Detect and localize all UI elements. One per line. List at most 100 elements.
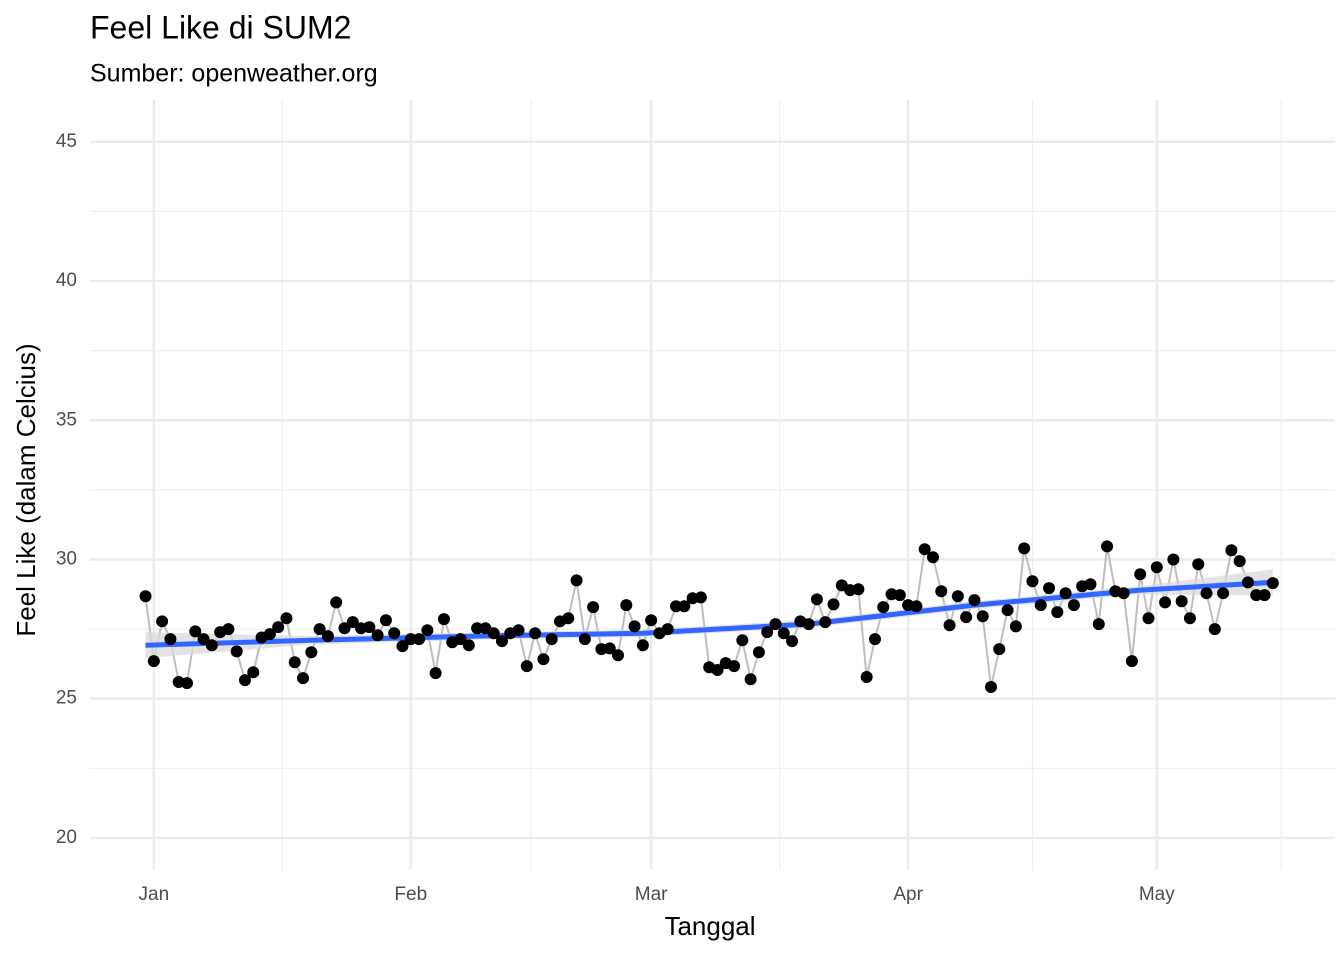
point <box>1208 623 1221 636</box>
point <box>1043 582 1056 595</box>
point <box>338 622 351 635</box>
point <box>1250 589 1263 602</box>
point <box>752 646 765 659</box>
point <box>694 591 707 604</box>
point <box>1266 577 1279 590</box>
point <box>612 649 625 662</box>
point <box>272 621 285 634</box>
x-tick-label: Jan <box>139 884 170 905</box>
point <box>1233 555 1246 568</box>
x-tick-label: Apr <box>893 884 923 905</box>
point <box>1150 561 1163 574</box>
point <box>1192 558 1205 571</box>
point <box>993 643 1006 656</box>
point <box>968 594 981 607</box>
point <box>645 614 658 627</box>
point <box>744 673 757 686</box>
point <box>247 666 260 679</box>
point <box>1225 544 1238 557</box>
point <box>1034 599 1047 612</box>
point <box>421 624 434 637</box>
point <box>288 656 301 669</box>
point <box>1200 587 1213 600</box>
point <box>363 621 376 634</box>
point <box>819 616 832 629</box>
point <box>454 633 467 646</box>
point <box>321 630 334 643</box>
point <box>1001 604 1014 617</box>
point <box>346 616 359 629</box>
point <box>976 610 989 623</box>
point <box>1217 587 1230 600</box>
point <box>404 633 417 646</box>
point <box>678 600 691 613</box>
point <box>918 543 931 556</box>
point <box>578 633 591 646</box>
point <box>893 589 906 602</box>
point <box>661 623 674 636</box>
point <box>495 635 508 648</box>
point <box>736 634 749 647</box>
point <box>396 640 409 653</box>
y-tick-label: 30 <box>56 549 77 570</box>
point <box>330 596 343 609</box>
point <box>951 590 964 603</box>
point <box>761 626 774 639</box>
point <box>1175 595 1188 608</box>
point <box>1134 568 1147 581</box>
point <box>429 667 442 680</box>
point <box>570 574 583 587</box>
chart-title: Feel Like di SUM2 <box>90 9 351 45</box>
point <box>297 672 310 685</box>
y-tick-label: 25 <box>56 688 77 709</box>
point <box>305 646 318 659</box>
point <box>868 633 881 646</box>
point <box>1125 655 1138 668</box>
point <box>587 601 600 614</box>
point <box>1051 606 1064 619</box>
point <box>935 585 948 598</box>
point <box>562 612 575 625</box>
point <box>487 627 500 640</box>
point <box>1018 542 1031 555</box>
point <box>189 625 202 638</box>
x-axis-label: Tanggal <box>664 911 755 941</box>
point <box>147 655 160 668</box>
y-axis-label: Feel Like (dalam Celcius) <box>11 343 41 636</box>
point <box>960 611 973 624</box>
point <box>529 627 542 640</box>
point <box>1167 553 1180 566</box>
point <box>1142 612 1155 625</box>
point <box>620 599 633 612</box>
point <box>280 612 293 625</box>
point <box>1009 620 1022 633</box>
point <box>413 633 426 646</box>
point <box>802 618 815 631</box>
point <box>230 645 243 658</box>
point <box>313 623 326 636</box>
point <box>711 664 724 677</box>
point <box>263 628 276 641</box>
point <box>1183 612 1196 625</box>
point <box>628 620 641 633</box>
point <box>164 633 177 646</box>
y-tick-label: 35 <box>56 409 77 430</box>
point <box>197 633 210 646</box>
point <box>379 614 392 627</box>
point <box>926 551 939 564</box>
point <box>471 622 484 635</box>
point <box>985 681 998 694</box>
point <box>222 623 235 636</box>
point <box>852 583 865 596</box>
point <box>205 639 218 652</box>
point <box>180 677 193 690</box>
smooth-line <box>145 579 1273 648</box>
point <box>462 639 475 652</box>
point <box>827 598 840 611</box>
point <box>1026 575 1039 588</box>
point <box>239 674 252 687</box>
x-tick-label: Feb <box>394 884 427 905</box>
point <box>1067 599 1080 612</box>
point <box>786 635 799 648</box>
